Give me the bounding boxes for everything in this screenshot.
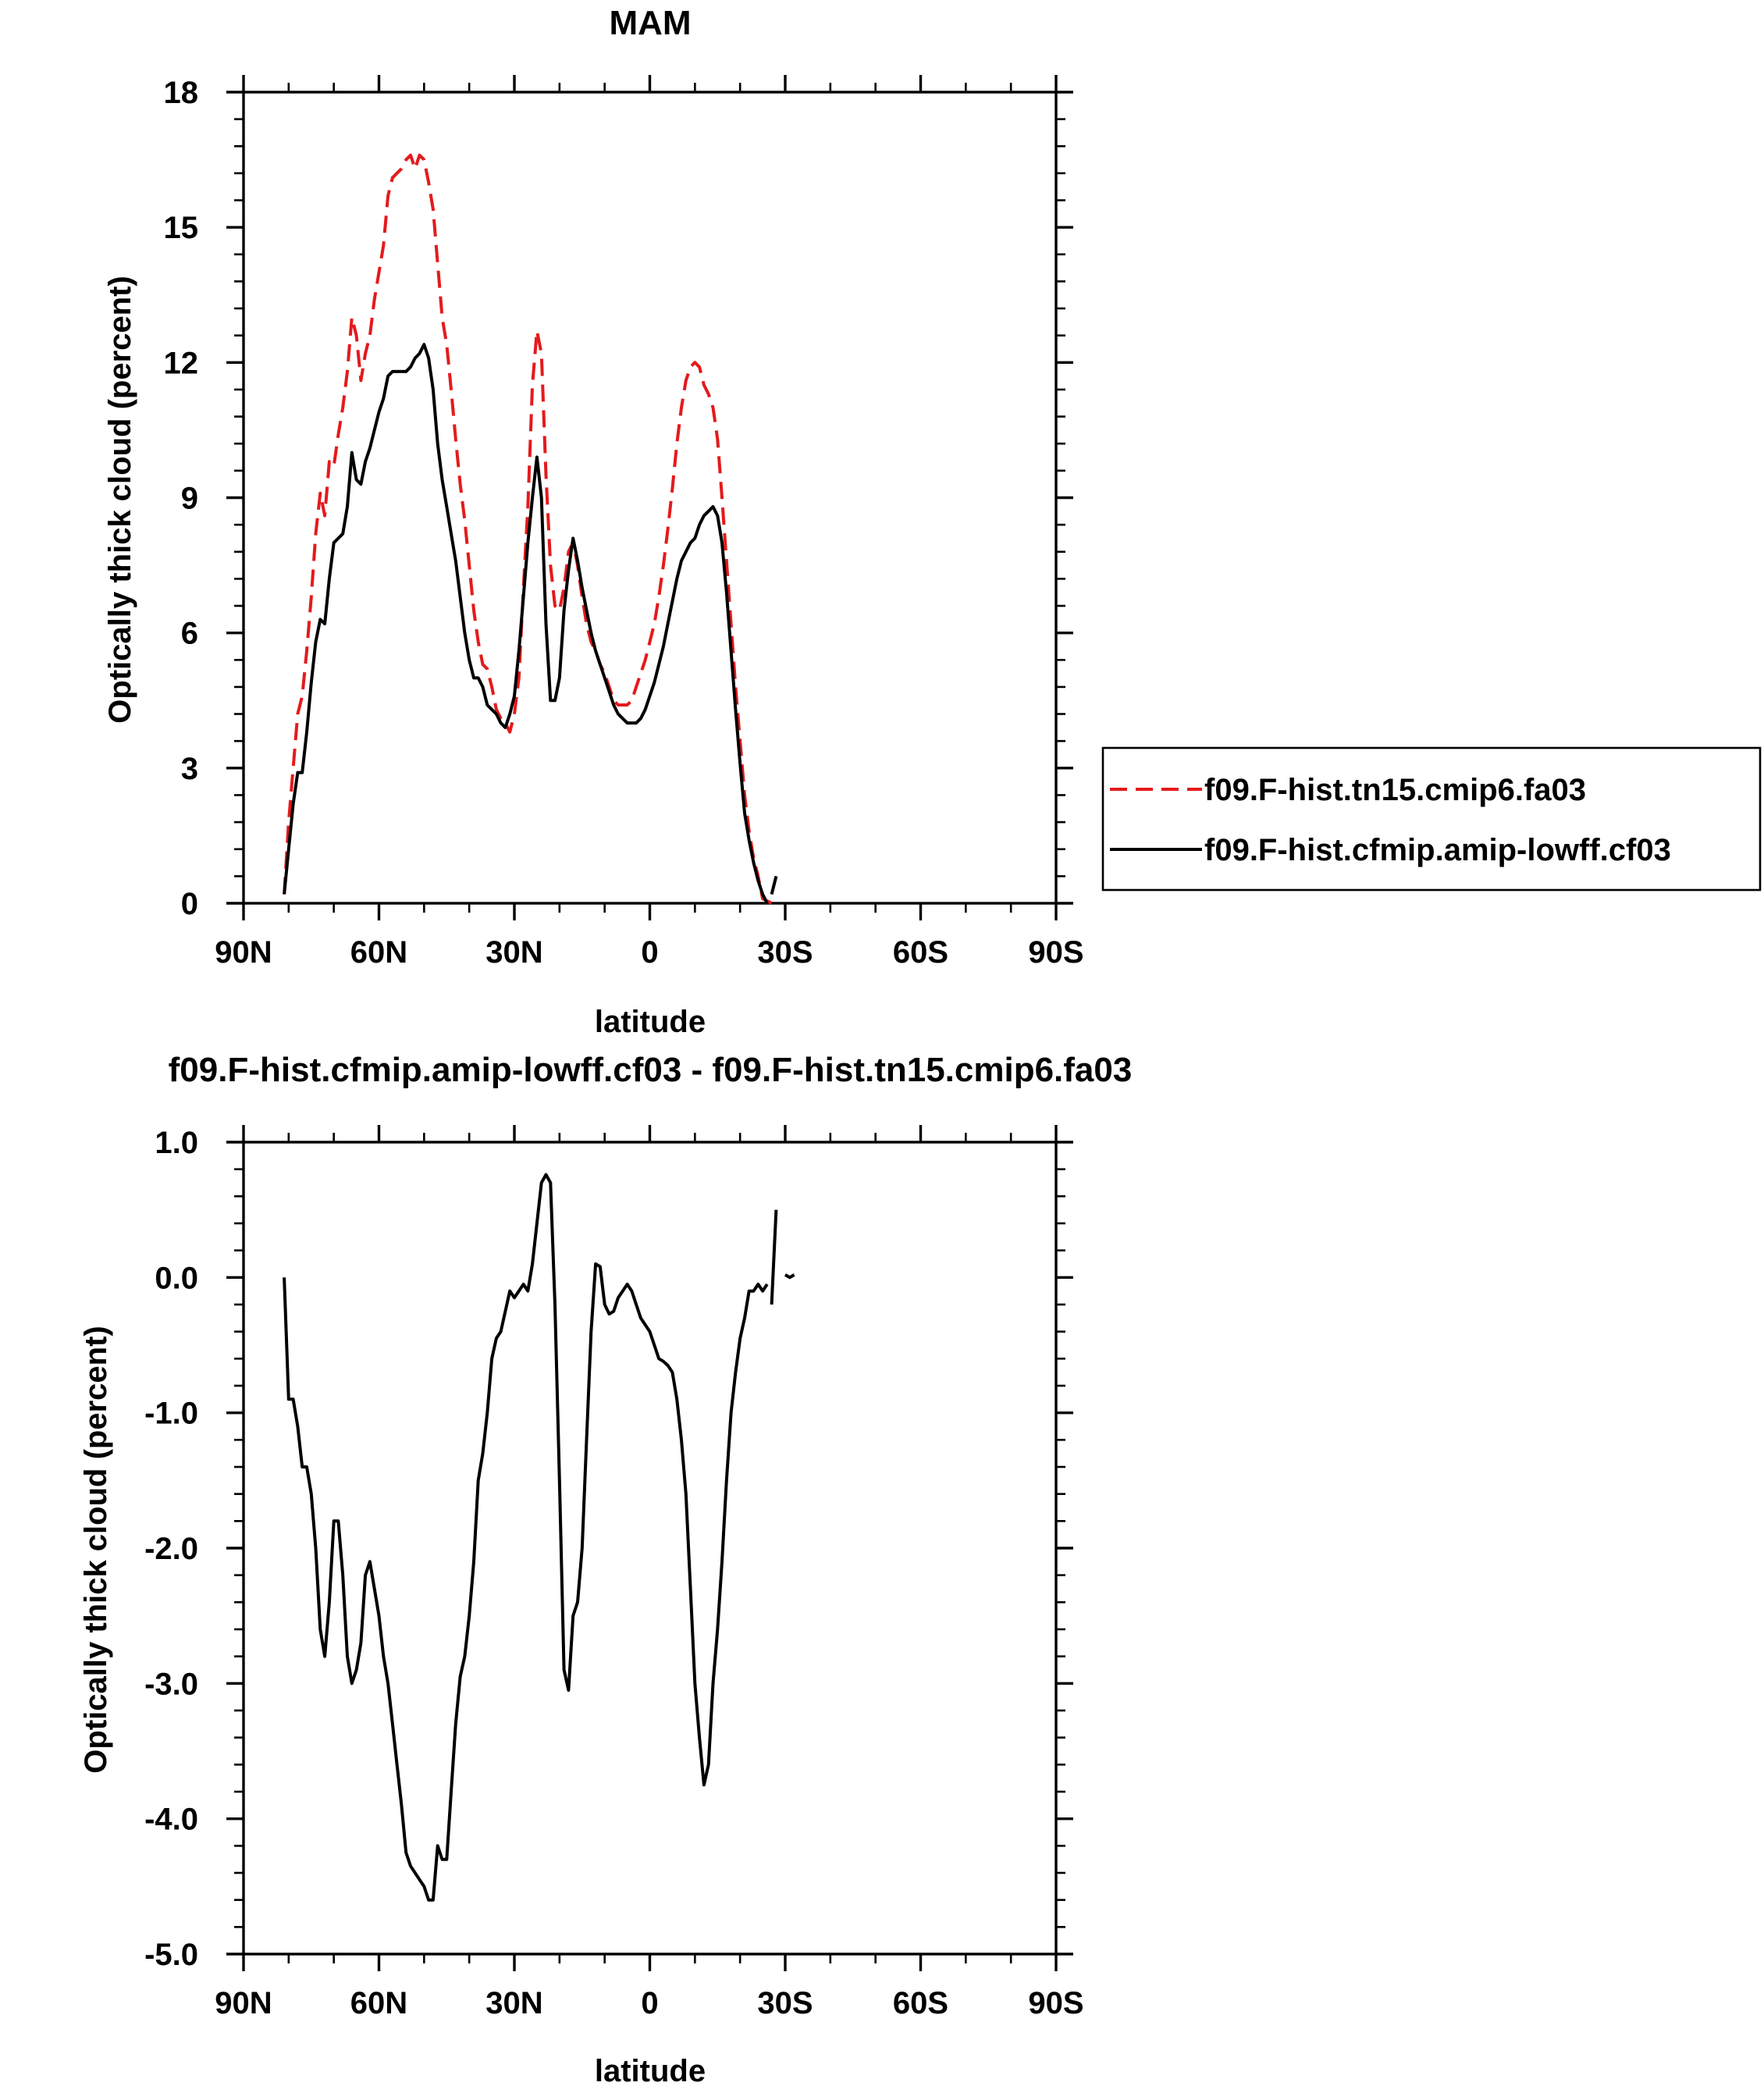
bottom-panel: f09.F-hist.cfmip.amip-lowff.cf03 - f09.F… xyxy=(79,1051,1132,2086)
x-tick-label: 60S xyxy=(893,1986,948,2020)
x-tick-label: 30S xyxy=(757,935,813,970)
top-y-axis-label: Optically thick cloud (percent) xyxy=(103,276,137,723)
y-tick-label: 3 xyxy=(181,752,198,786)
top-axis-ticks: 90N 60N 30N 0 30S 60S 90S 0 3 6 9 12 15 18 xyxy=(164,75,1084,970)
top-series-group xyxy=(283,153,778,905)
top-plot-frame xyxy=(242,91,1058,905)
y-tick-label: 0 xyxy=(181,887,198,921)
bottom-plot-frame xyxy=(242,1141,1058,1956)
series-line-1 xyxy=(283,153,773,905)
y-tick-label: 1.0 xyxy=(155,1126,198,1160)
bottom-y-axis-label: Optically thick cloud (percent) xyxy=(79,1326,113,1773)
top-chart-title: MAM xyxy=(609,4,691,42)
y-tick-label: 0.0 xyxy=(155,1261,198,1295)
legend-entry-2: f09.F-hist.cfmip.amip-lowff.cf03 xyxy=(1204,833,1671,867)
legend: f09.F-hist.tn15.cmip6.fa03 f09.F-hist.cf… xyxy=(1101,746,1762,892)
y-tick-label: -4.0 xyxy=(144,1803,198,1837)
x-tick-label: 0 xyxy=(641,1986,658,2020)
x-tick-label: 60N xyxy=(350,1986,407,2020)
y-tick-label: -2.0 xyxy=(144,1532,198,1566)
bottom-axis-ticks: 90N 60N 30N 0 30S 60S 90S -5.0 -4.0 -3.0 -2.0 -1.0 0… xyxy=(144,1125,1084,2020)
series-line-2 xyxy=(283,343,778,904)
y-tick-label: -5.0 xyxy=(144,1938,198,1972)
x-tick-label: 90N xyxy=(215,935,272,970)
y-tick-label: 18 xyxy=(164,76,199,110)
x-tick-label: 30S xyxy=(757,1986,813,2020)
bottom-chart-title: f09.F-hist.cfmip.amip-lowff.cf03 - f09.F… xyxy=(169,1051,1133,1089)
bottom-x-axis-label: latitude xyxy=(595,2054,706,2086)
x-tick-label: 30N xyxy=(485,1986,542,2020)
y-tick-label: 9 xyxy=(181,482,198,516)
y-tick-label: 6 xyxy=(181,617,198,651)
x-tick-label: 60N xyxy=(350,935,407,970)
y-tick-label: -3.0 xyxy=(144,1667,198,1701)
legend-entry-1: f09.F-hist.tn15.cmip6.fa03 xyxy=(1204,773,1586,807)
top-panel: MAM 90N 60N 30N 0 30S 60S 90S 0 3 6 9 12 15 18 latitu… xyxy=(103,4,1084,1039)
bottom-series-group xyxy=(283,1173,795,1902)
series-line-1 xyxy=(283,1173,795,1902)
x-tick-label: 60S xyxy=(893,935,948,970)
y-tick-label: 15 xyxy=(164,211,199,245)
x-tick-label: 90S xyxy=(1028,1986,1083,2020)
x-tick-label: 0 xyxy=(641,935,658,970)
x-tick-label: 30N xyxy=(485,935,542,970)
x-tick-label: 90S xyxy=(1028,935,1083,970)
x-tick-label: 90N xyxy=(215,1986,272,2020)
top-x-axis-label: latitude xyxy=(595,1005,706,1039)
y-tick-label: -1.0 xyxy=(144,1397,198,1431)
y-tick-label: 12 xyxy=(164,346,199,380)
legend-box xyxy=(1101,746,1762,892)
